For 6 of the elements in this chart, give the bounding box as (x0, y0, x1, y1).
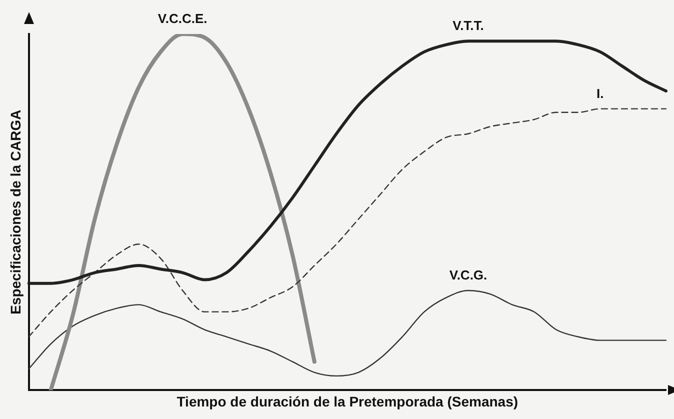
series-label: V.C.C.E. (158, 11, 208, 26)
x-axis-title: Tiempo de duración de la Pretemporada (Semanas) (176, 393, 518, 410)
series-label: V.C.G. (449, 268, 488, 283)
series-label: I. (596, 86, 604, 101)
series-label: V.T.T. (452, 18, 484, 34)
y-axis-title: Especificaciones de la CARGA (7, 110, 24, 314)
